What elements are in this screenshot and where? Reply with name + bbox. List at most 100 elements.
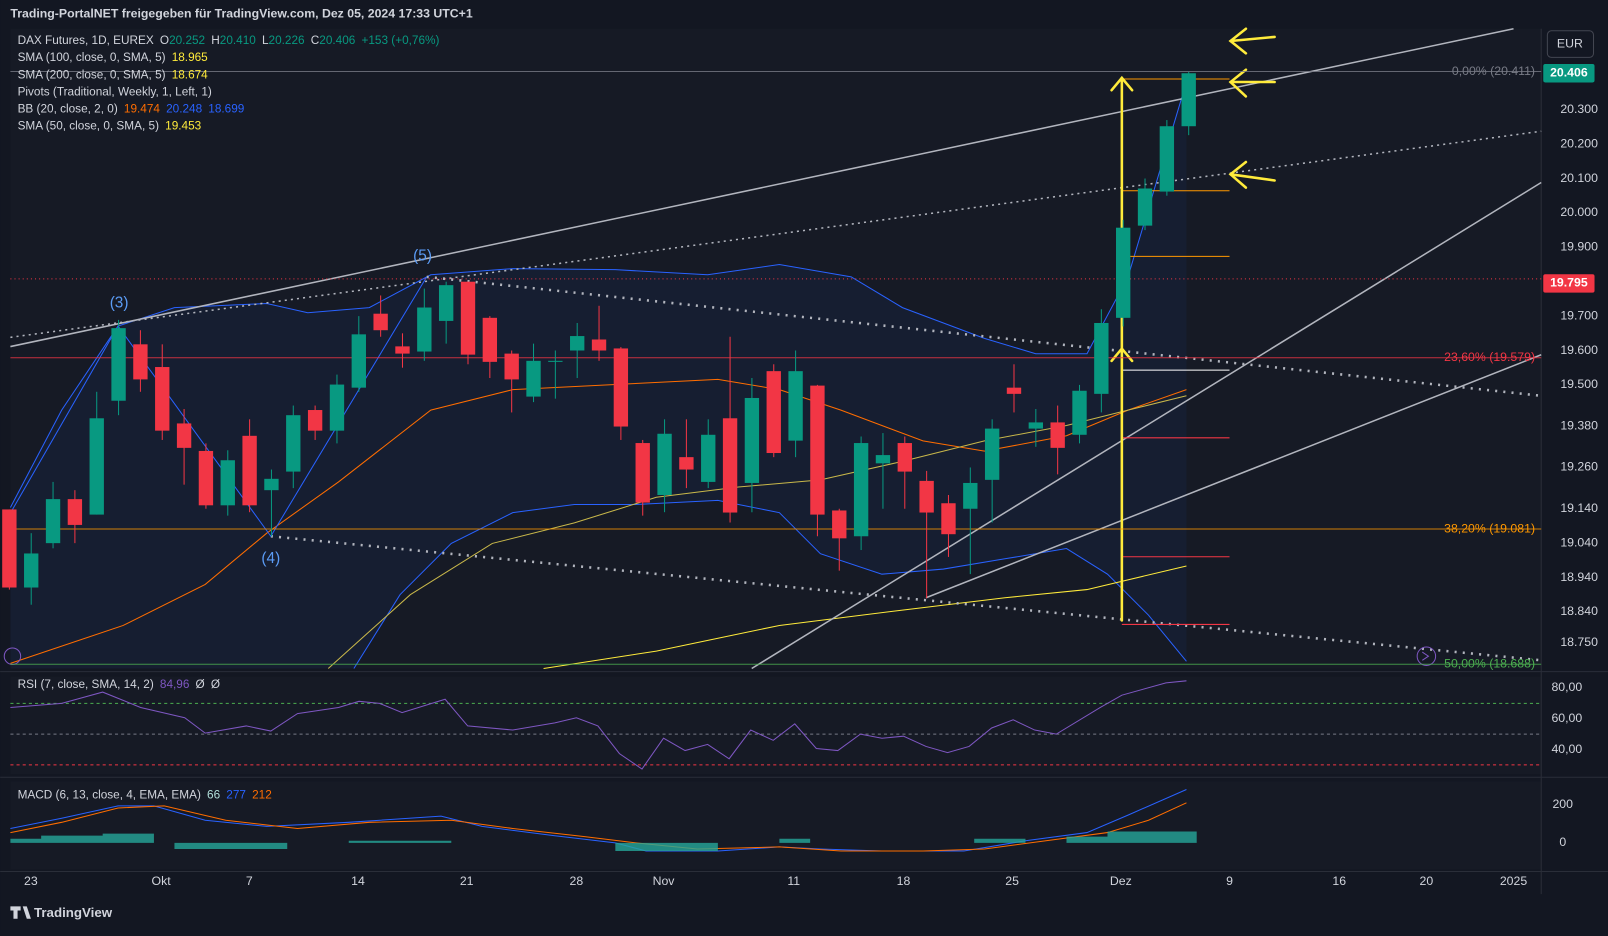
price-tick-label: 20.300 (1560, 102, 1598, 116)
price-badge (1543, 64, 1595, 83)
bb-basis (10, 378, 1187, 664)
candle-body (1050, 422, 1065, 448)
candle-body (264, 478, 279, 491)
time-tick-label: 23 (24, 874, 38, 888)
time-tick-label: 28 (570, 874, 584, 888)
legend-part: +153 (+0,76%) (361, 34, 439, 47)
legend-part: DAX Futures, 1D, EUREX (18, 34, 154, 47)
legend-line: SMA (100, close, 0, SMA, 5) 18.965 (18, 51, 209, 64)
candle-body (89, 418, 104, 515)
candle-body (613, 348, 629, 427)
legend-part: 18.674 (172, 68, 208, 81)
macd-tick-label: 0 (1559, 835, 1566, 849)
macd-tick-label: 200 (1552, 797, 1573, 811)
time-tick-label: Okt (152, 874, 172, 888)
candle-body (286, 415, 301, 472)
legend-part: BB (20, close, 2, 0) (18, 103, 118, 116)
candle-body (1137, 188, 1153, 226)
legend-part: RSI (7, close, SMA, 14, 2) (18, 678, 154, 691)
main-pane (10, 28, 1542, 669)
price-tick-label: 19.700 (1560, 308, 1598, 322)
legend-line: DAX Futures, 1D, EUREX O20.252 H20.410 L20.… (18, 34, 440, 47)
time-tick-label: 18 (897, 874, 911, 888)
rsi-tick-label: 40,00 (1551, 742, 1582, 756)
annotation-arrows (1110, 27, 1276, 622)
candle-body (635, 443, 650, 503)
candle-body (220, 460, 235, 506)
candle-body (24, 553, 39, 588)
legend-part: 277 (226, 789, 246, 802)
rsi-overlays (10, 680, 1542, 770)
price-tick-label: 19.600 (1560, 343, 1598, 357)
time-tick-label: 25 (1005, 874, 1019, 888)
legend-line: BB (20, close, 2, 0) 19.474 20.248 18.699 (18, 103, 245, 116)
macd-overlays (10, 789, 1197, 852)
time-tick-label: 7 (246, 874, 253, 888)
candle-body (373, 313, 388, 331)
legend-part: 20.252 (169, 34, 205, 47)
currency: EUR (1557, 36, 1583, 50)
legend-line: MACD (6, 13, close, 4, EMA, EMA) 66 277 212 (18, 789, 272, 802)
candle-body (111, 328, 126, 401)
legend-part: MACD (6, 13, close, 4, EMA, EMA) (18, 789, 201, 802)
time-tick-label: 21 (460, 874, 474, 888)
candle-body (351, 334, 366, 388)
candle-body (548, 360, 563, 362)
rsi-pane (10, 676, 1542, 775)
candle-body (832, 510, 847, 539)
fib-label: 23,60% (19.579) (1444, 350, 1535, 364)
candle-body (657, 433, 672, 495)
header: Trading-PortalNET freigegeben für Tradin… (10, 7, 472, 21)
fib-label: 38,20% (19.081) (1444, 521, 1535, 535)
legend-line: SMA (50, close, 0, SMA, 5) 19.453 (18, 120, 202, 133)
candle-body (504, 353, 519, 380)
wave-label: (3) (110, 295, 129, 312)
rsi-tick-label: 60,00 (1551, 711, 1582, 725)
price-badge-label: 19.795 (1550, 276, 1588, 290)
price-tick-label: 20.000 (1560, 205, 1598, 219)
bb-upper (9, 81, 1187, 508)
currency-button[interactable] (1546, 30, 1595, 58)
price-tick-label: 20.100 (1560, 171, 1598, 185)
candle-body (2, 509, 17, 588)
candle-body (1116, 227, 1131, 318)
rsi-line (10, 680, 1187, 770)
price-tick-label: 19.040 (1560, 535, 1598, 549)
candle-body (679, 457, 694, 470)
candle-body (919, 480, 934, 513)
legend-part: 20.410 (220, 34, 256, 47)
candle-body (1181, 73, 1196, 127)
legend-part: 19.474 (124, 103, 160, 116)
legend-part: L (262, 34, 269, 47)
trend-line (925, 354, 1542, 599)
scroll-icon-arrow (1421, 651, 1430, 661)
price-tick-label: 19.260 (1560, 460, 1598, 474)
time-tick-label: 14 (351, 874, 365, 888)
scroll-icon[interactable] (1416, 646, 1437, 666)
candle-body (417, 307, 432, 352)
legend-part: 20.248 (166, 103, 202, 116)
signal-line (10, 802, 1187, 852)
time-tick-label: 16 (1332, 874, 1346, 888)
legend-part: C (311, 34, 320, 47)
legend-part: Pivots (Traditional, Weekly, 1, Left, 1) (18, 85, 212, 98)
candle-body (460, 281, 476, 355)
candle-body (133, 344, 148, 380)
sma-200 (543, 565, 1187, 670)
price-badge (1543, 274, 1595, 293)
candle-body (176, 423, 192, 448)
time-tick-label: Dez (1110, 874, 1132, 888)
price-tick-label: 19.380 (1560, 418, 1598, 432)
legend-part: 66 (207, 789, 221, 802)
price-tick-label: 19.900 (1560, 240, 1598, 254)
candle-body (329, 384, 345, 431)
candle-body (810, 385, 825, 515)
fib-label: 50,00% (18.688) (1444, 656, 1535, 670)
candle-body (1028, 422, 1044, 429)
legend-part: Ø (211, 678, 220, 691)
time-tick-label: 11 (787, 874, 800, 888)
legend-part: 20.226 (269, 34, 305, 47)
candle-body (941, 503, 956, 535)
candle-body (526, 360, 541, 397)
